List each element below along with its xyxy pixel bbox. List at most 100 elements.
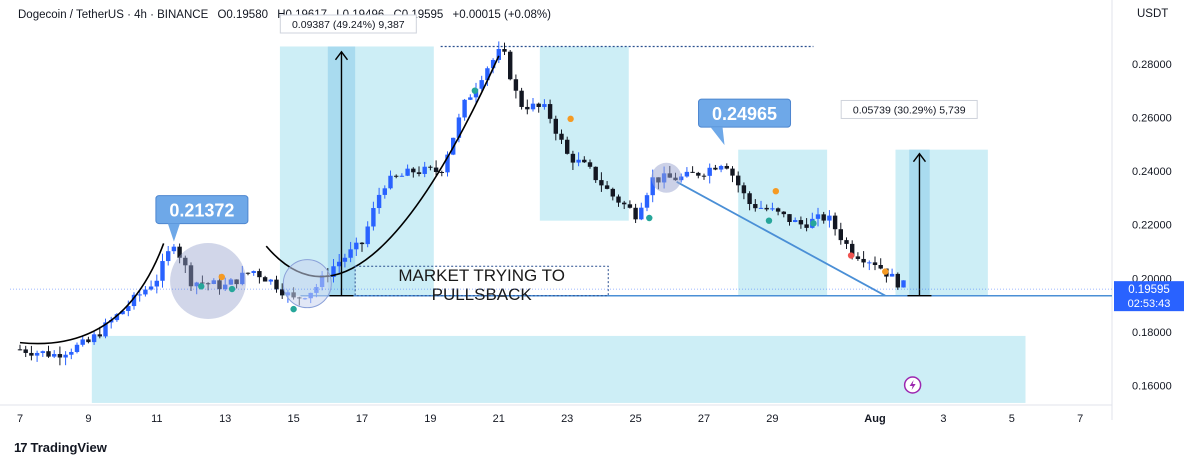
x-tick-label: 29	[766, 413, 778, 425]
candle-body	[74, 344, 80, 352]
candle-body	[86, 339, 91, 343]
candle-body	[804, 224, 809, 228]
candle	[433, 160, 439, 177]
candle-body	[867, 262, 872, 264]
candle-body	[496, 49, 501, 60]
tradingview-icon: 17	[14, 440, 28, 455]
candle-body	[684, 171, 690, 177]
candle-body	[787, 214, 792, 222]
candle-body	[901, 280, 906, 288]
note-text-line-2: PULLSBACK	[432, 285, 533, 304]
candle-body	[371, 208, 376, 227]
candle	[280, 283, 285, 299]
price-callout-pointer-1	[167, 223, 180, 242]
candle-body	[627, 204, 633, 208]
candle	[730, 166, 735, 183]
x-tick-label: 25	[629, 413, 641, 425]
candle	[479, 75, 484, 91]
candle	[490, 58, 496, 74]
candle-body	[718, 165, 724, 170]
candle	[342, 253, 348, 268]
candle	[114, 313, 120, 322]
symbol-name[interactable]: Dogecoin / TetherUS · 4h · BINANCE	[18, 9, 209, 21]
candle	[633, 203, 638, 224]
axis-unit-label[interactable]: USDT	[1137, 8, 1169, 20]
candle-body	[821, 214, 826, 221]
candle-body	[97, 334, 102, 337]
candle	[593, 166, 598, 183]
candle-body	[46, 351, 51, 357]
tradingview-logo[interactable]: 17 TradingView	[14, 440, 107, 455]
y-tick-label: 0.28000	[1132, 59, 1172, 71]
candle-body	[280, 289, 285, 296]
candle	[815, 207, 821, 227]
candle	[177, 243, 182, 264]
candle-body	[798, 220, 804, 225]
candle	[724, 163, 729, 170]
event-marker	[810, 220, 817, 227]
candle	[34, 350, 40, 362]
candle-body	[422, 166, 427, 174]
candle-body	[553, 118, 558, 134]
event-marker	[218, 273, 225, 281]
ohlc-change: +0.00015 (+0.08%)	[452, 9, 551, 21]
candle-body	[143, 289, 148, 295]
candle	[354, 237, 359, 256]
candle-body	[861, 258, 866, 263]
candle-body	[331, 266, 336, 278]
candle	[251, 270, 256, 276]
candle	[867, 260, 872, 271]
candle-body	[411, 168, 416, 173]
note-text-line-1: MARKET TRYING TO	[398, 266, 565, 285]
y-tick-label: 0.16000	[1132, 381, 1172, 393]
event-marker	[646, 214, 653, 222]
candle-body	[228, 279, 234, 285]
candle	[758, 200, 764, 210]
candle	[701, 173, 707, 180]
candle	[160, 253, 165, 288]
price-callout-box-1	[155, 195, 249, 225]
candle-body	[29, 352, 34, 356]
candle	[838, 222, 843, 245]
candle	[376, 187, 382, 214]
candle	[274, 275, 279, 293]
candle	[382, 185, 387, 199]
candle	[183, 255, 188, 273]
candle	[257, 268, 262, 284]
candle-body	[200, 282, 205, 284]
candle-body	[542, 104, 547, 107]
event-marker	[198, 283, 205, 290]
candle-body	[519, 90, 524, 107]
candle	[582, 156, 587, 163]
candle	[718, 164, 724, 173]
candle	[901, 280, 906, 288]
candle-body	[376, 194, 382, 209]
consolidation-circle-3	[651, 162, 682, 193]
candle-body	[758, 207, 764, 209]
candle	[895, 272, 900, 290]
candle-body	[736, 175, 741, 186]
candle-body	[508, 51, 513, 80]
x-tick-label: 17	[356, 413, 368, 425]
candle-body	[445, 154, 450, 173]
event-marker	[882, 268, 889, 275]
candle-body	[234, 279, 239, 285]
event-marker	[290, 305, 297, 313]
candle-body	[889, 273, 895, 277]
candle-body	[160, 261, 165, 281]
candle-body	[536, 103, 541, 107]
candle	[52, 350, 57, 359]
candle-body	[382, 188, 387, 195]
note-box	[354, 265, 609, 297]
ohlc-open: O0.19580	[217, 9, 268, 21]
candle	[576, 152, 581, 167]
candle-body	[183, 257, 188, 266]
candle	[690, 166, 695, 173]
candle	[707, 163, 712, 184]
candle-body	[485, 68, 490, 81]
current-price-tag	[1114, 281, 1184, 312]
candle-body	[610, 188, 615, 197]
candle-body	[490, 59, 496, 69]
candle-body	[80, 339, 85, 345]
